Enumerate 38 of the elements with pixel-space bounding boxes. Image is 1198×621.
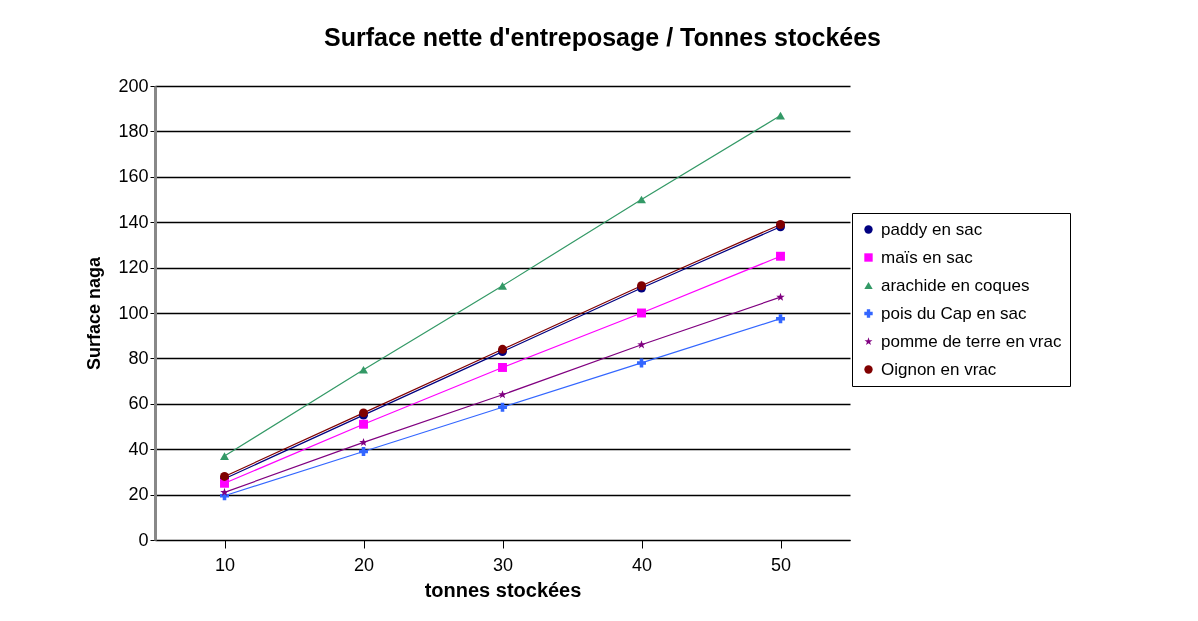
legend-label: pois du Cap en sac bbox=[881, 303, 1028, 323]
point bbox=[498, 402, 507, 412]
legend-label: maïs en sac bbox=[881, 247, 974, 267]
x-axis-title: tonnes stockées bbox=[424, 578, 582, 601]
point bbox=[498, 390, 507, 399]
point bbox=[637, 308, 646, 318]
point bbox=[359, 437, 368, 447]
point bbox=[359, 365, 368, 374]
x-tick-label: 40 bbox=[631, 554, 653, 575]
y-tick-label: 140 bbox=[118, 211, 149, 232]
chart-title: Surface nette d'entreposage / Tonnes stockées bbox=[323, 23, 882, 51]
point bbox=[637, 340, 646, 349]
y-tick-label: 160 bbox=[118, 166, 149, 187]
legend-label: pomme de terre en vrac bbox=[881, 331, 1062, 351]
y-tick-label: 100 bbox=[118, 302, 149, 323]
point bbox=[776, 251, 785, 261]
y-tick-label: 60 bbox=[128, 393, 149, 414]
point bbox=[359, 419, 368, 429]
y-tick-label: 180 bbox=[118, 120, 149, 141]
point bbox=[220, 452, 229, 460]
legend-label: paddy en sac bbox=[881, 219, 983, 239]
legend-label: arachide en coques bbox=[881, 275, 1030, 295]
point bbox=[498, 281, 507, 290]
legend-label: Oignon en vrac bbox=[881, 359, 997, 379]
x-tick-label: 10 bbox=[214, 554, 236, 575]
point bbox=[220, 487, 229, 496]
x-tick-label: 30 bbox=[492, 554, 514, 575]
point bbox=[637, 358, 646, 368]
y-tick-label: 0 bbox=[138, 529, 149, 550]
y-tick-label: 80 bbox=[128, 347, 149, 368]
x-tick-label: 50 bbox=[770, 554, 792, 575]
y-tick-label: 200 bbox=[118, 75, 149, 96]
y-axis-title: Surface naga bbox=[84, 255, 105, 371]
y-tick-label: 20 bbox=[128, 484, 149, 505]
y-tick-label: 120 bbox=[118, 257, 149, 278]
x-tick-label: 20 bbox=[353, 554, 375, 575]
point bbox=[498, 363, 507, 372]
y-tick-label: 40 bbox=[128, 438, 149, 459]
